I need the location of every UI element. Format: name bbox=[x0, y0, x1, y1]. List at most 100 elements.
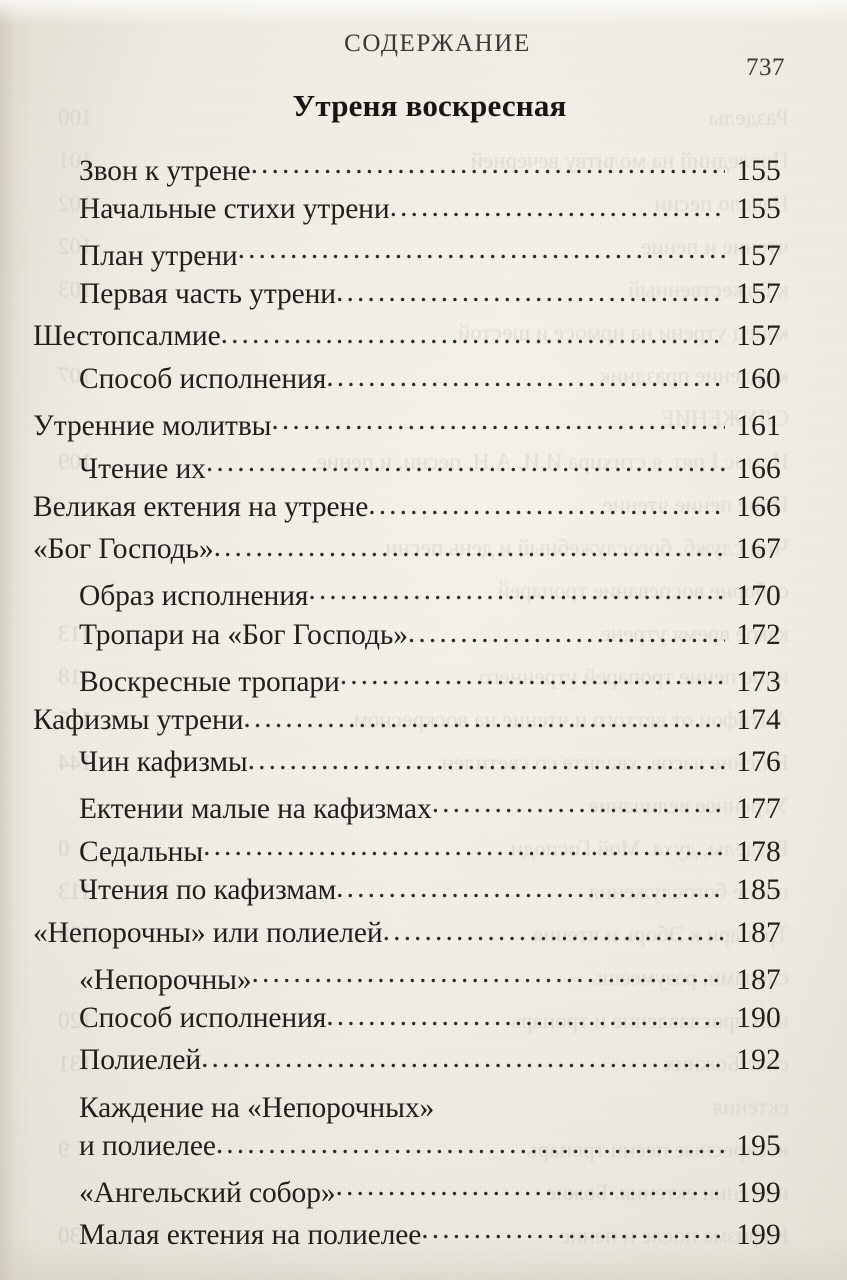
table-of-contents: Звон к утрене 155 Начальные стихи утрени 15… bbox=[33, 150, 781, 1257]
running-head: СОДЕРЖАНИЕ bbox=[344, 30, 531, 57]
toc-entry[interactable]: Утренние молитвы 161 bbox=[33, 406, 781, 449]
toc-entry-label: Чин кафизмы bbox=[79, 746, 248, 779]
toc-dot-leader bbox=[326, 363, 725, 393]
toc-dot-leader bbox=[434, 1087, 781, 1117]
toc-entry-label: и полиелее bbox=[79, 1129, 216, 1162]
toc-entry[interactable]: Способ исполнения 160 bbox=[33, 363, 781, 406]
toc-entry-label: Шестопсалмие bbox=[33, 320, 221, 353]
toc-entry[interactable]: Шестопсалмие 157 bbox=[33, 320, 781, 363]
toc-entry[interactable]: Каждение на «Непорочных» bbox=[33, 1087, 781, 1130]
toc-entry-page-number: 187 bbox=[736, 963, 781, 996]
toc-entry-page-number: 185 bbox=[736, 874, 781, 907]
toc-entry-page-number: 176 bbox=[736, 746, 781, 779]
toc-entry-label: Первая часть утрени bbox=[79, 277, 336, 310]
toc-entry-label: Ектении малые на кафизмах bbox=[79, 793, 432, 826]
toc-entry-label: «Непорочны» или полиелей bbox=[33, 916, 383, 949]
toc-entry[interactable]: Звон к утрене 155 bbox=[33, 150, 781, 193]
toc-entry[interactable]: «Бог Господь» 167 bbox=[33, 533, 781, 576]
toc-entry-page-number: 160 bbox=[736, 362, 781, 395]
toc-dot-leader bbox=[336, 874, 725, 904]
toc-entry-label: Воскресные тропари bbox=[79, 665, 340, 698]
toc-entry-label: Малая ектения на полиелее bbox=[79, 1219, 422, 1252]
toc-dot-leader bbox=[206, 448, 725, 478]
toc-entry-label: «Ангельский собор» bbox=[79, 1176, 336, 1209]
toc-entry-page-number: 178 bbox=[736, 836, 781, 868]
toc-entry-label: Великая ектения на утрене bbox=[33, 490, 369, 523]
toc-entry[interactable]: и полиелее 195 bbox=[33, 1130, 781, 1173]
toc-dot-leader bbox=[390, 193, 725, 223]
toc-dot-leader bbox=[214, 533, 725, 563]
toc-dot-leader bbox=[238, 235, 725, 265]
toc-entry-page-number: 199 bbox=[736, 1219, 781, 1252]
toc-entry[interactable]: Малая ектения на полиелее 199 bbox=[33, 1215, 781, 1258]
toc-entry-label: Начальные стихи утрени bbox=[79, 192, 390, 225]
toc-entry[interactable]: Ектении малые на кафизмах 177 bbox=[33, 789, 781, 832]
toc-entry-page-number: 190 bbox=[736, 1001, 781, 1034]
toc-entry-page-number: 155 bbox=[736, 192, 781, 225]
toc-entry-page-number: 167 bbox=[736, 533, 781, 566]
toc-entry-page-number: 166 bbox=[736, 452, 781, 485]
toc-entry-label: Способ исполнения bbox=[79, 362, 327, 395]
page-header: СОДЕРЖАНИЕ 737 bbox=[0, 30, 847, 81]
toc-entry[interactable]: Полиелей 192 bbox=[33, 1044, 781, 1087]
toc-entry-label: Чтения по кафизмам bbox=[79, 874, 337, 907]
page-number: 737 bbox=[746, 54, 785, 81]
toc-entry-page-number: 157 bbox=[736, 239, 781, 272]
toc-entry[interactable]: Воскресные тропари 173 bbox=[33, 661, 781, 704]
toc-entry[interactable]: «Ангельский собор» 199 bbox=[33, 1172, 781, 1215]
toc-entry-label: Утренние молитвы bbox=[33, 410, 272, 443]
toc-dot-leader bbox=[421, 1215, 725, 1245]
toc-entry-page-number: 173 bbox=[736, 665, 781, 698]
toc-entry[interactable]: План утрени 157 bbox=[33, 235, 781, 278]
toc-entry-label: Способ исполнения bbox=[79, 1001, 327, 1034]
toc-entry-page-number: 199 bbox=[736, 1176, 781, 1209]
toc-entry-label: Чтение их bbox=[79, 452, 206, 485]
toc-dot-leader bbox=[336, 1172, 726, 1202]
toc-entry-page-number: 170 bbox=[736, 580, 781, 613]
toc-dot-leader bbox=[216, 1130, 725, 1160]
toc-dot-leader bbox=[432, 789, 725, 819]
toc-dot-leader bbox=[408, 619, 725, 649]
toc-entry[interactable]: Великая ектения на утрене 166 bbox=[33, 491, 781, 534]
toc-entry[interactable]: Кафизмы утрени 174 bbox=[33, 704, 781, 747]
toc-dot-leader bbox=[203, 832, 725, 862]
toc-dot-leader bbox=[248, 746, 725, 776]
toc-entry-label: «Непорочны» bbox=[79, 963, 252, 996]
toc-dot-leader bbox=[251, 150, 725, 180]
toc-entry[interactable]: Седальны 178 bbox=[33, 832, 781, 875]
toc-entry-label: Тропари на «Бог Господь» bbox=[79, 618, 408, 651]
toc-dot-leader bbox=[221, 320, 725, 350]
toc-entry[interactable]: Начальные стихи утрени 155 bbox=[33, 193, 781, 236]
toc-entry-page-number: 174 bbox=[736, 703, 781, 736]
toc-entry-page-number: 195 bbox=[736, 1129, 781, 1162]
toc-entry-page-number: 157 bbox=[736, 277, 781, 310]
toc-entry-label: Каждение на «Непорочных» bbox=[79, 1091, 435, 1124]
toc-dot-leader bbox=[308, 576, 725, 606]
toc-entry-page-number: 177 bbox=[736, 793, 781, 826]
toc-entry[interactable]: «Непорочны» 187 bbox=[33, 959, 781, 1002]
toc-dot-leader bbox=[201, 1044, 725, 1074]
toc-entry[interactable]: Первая часть утрени 157 bbox=[33, 278, 781, 321]
toc-dot-leader bbox=[340, 661, 725, 691]
toc-entry[interactable]: Чтение их 166 bbox=[33, 448, 781, 491]
toc-dot-leader bbox=[271, 406, 725, 436]
section-title: Утреня воскресная bbox=[292, 88, 567, 123]
toc-entry-label: «Бог Господь» bbox=[33, 533, 214, 566]
toc-dot-leader bbox=[243, 704, 725, 734]
toc-entry-page-number: 166 bbox=[736, 490, 781, 523]
toc-entry[interactable]: «Непорочны» или полиелей 187 bbox=[33, 917, 781, 960]
toc-entry-page-number: 155 bbox=[736, 154, 781, 187]
toc-entry[interactable]: Образ исполнения 170 bbox=[33, 576, 781, 619]
toc-dot-leader bbox=[383, 917, 725, 947]
toc-dot-leader bbox=[368, 491, 725, 521]
toc-entry-page-number: 157 bbox=[736, 320, 781, 353]
toc-entry-page-number: 172 bbox=[736, 618, 781, 651]
toc-entry[interactable]: Чин кафизмы 176 bbox=[33, 746, 781, 789]
toc-entry-label: Звон к утрене bbox=[79, 154, 251, 187]
toc-entry[interactable]: Чтения по кафизмам 185 bbox=[33, 874, 781, 917]
toc-dot-leader bbox=[326, 1002, 725, 1032]
toc-entry[interactable]: Способ исполнения 190 bbox=[33, 1002, 781, 1045]
toc-entry[interactable]: Тропари на «Бог Господь» 172 bbox=[33, 619, 781, 662]
toc-entry-label: План утрени bbox=[79, 239, 238, 272]
